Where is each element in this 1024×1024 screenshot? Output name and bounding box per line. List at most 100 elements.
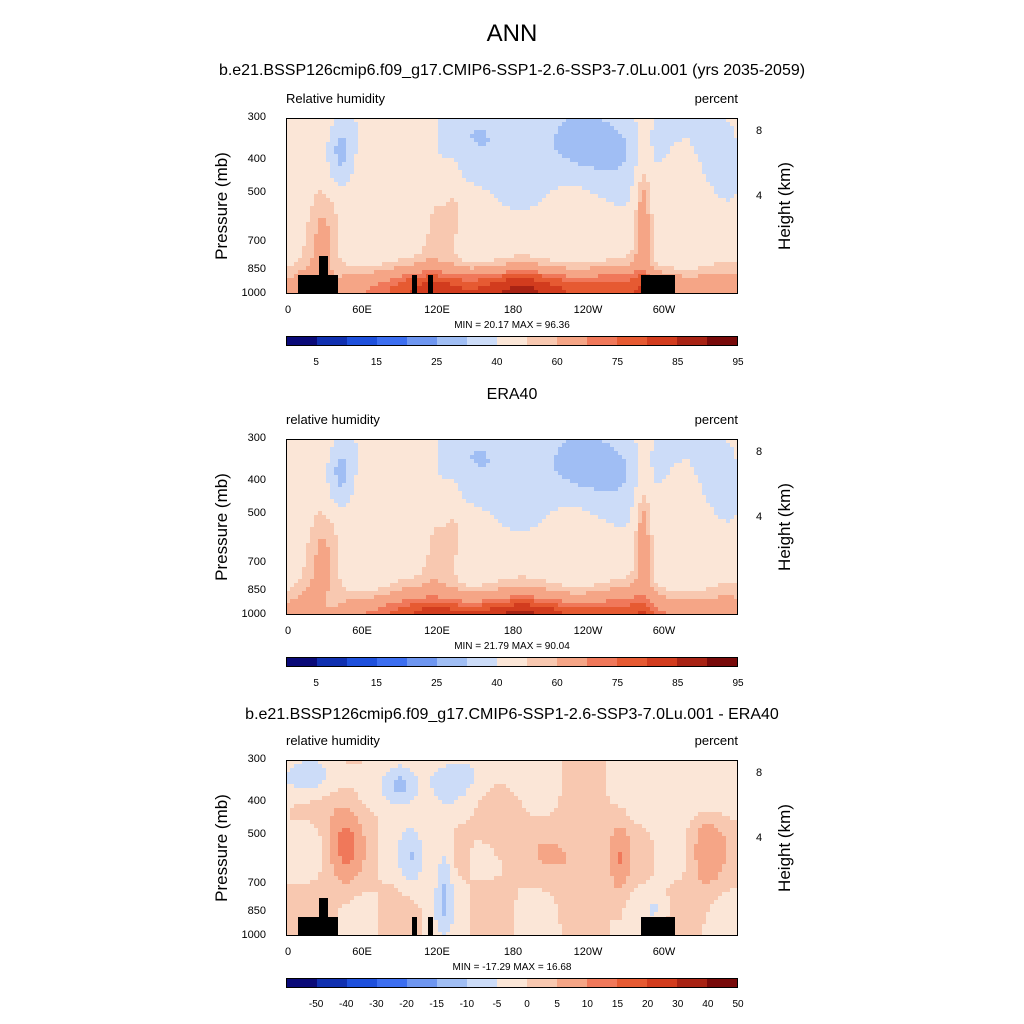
contour-cell	[674, 158, 679, 163]
contour-cell	[542, 242, 547, 247]
contour-cell	[314, 254, 319, 259]
contour-cell	[366, 194, 371, 199]
contour-cell	[722, 246, 727, 251]
contour-cell	[502, 190, 507, 195]
contour-cell	[614, 246, 619, 251]
contour-cell	[730, 186, 735, 191]
contour-cell	[394, 118, 399, 123]
contour-cell	[706, 222, 711, 227]
contour-cell	[670, 210, 675, 215]
contour-cell	[506, 262, 511, 267]
contour-cell	[582, 218, 587, 223]
contour-cell	[534, 230, 539, 235]
contour-cell	[370, 238, 375, 243]
contour-cell	[654, 162, 659, 167]
contour-cell	[534, 174, 539, 179]
contour-cell	[490, 210, 495, 215]
contour-cell	[650, 270, 655, 275]
contour-cell	[634, 218, 639, 223]
contour-cell	[686, 194, 691, 199]
contour-cell	[474, 282, 479, 287]
contour-cell	[422, 230, 427, 235]
contour-cell	[414, 238, 419, 243]
contour-cell	[358, 226, 363, 231]
contour-cell	[466, 206, 471, 211]
contour-cell	[558, 170, 563, 175]
contour-cell	[574, 246, 579, 251]
contour-cell	[566, 274, 571, 279]
contour-cell	[530, 246, 535, 251]
contour-cell	[498, 194, 503, 199]
contour-cell	[718, 206, 723, 211]
contour-cell	[378, 150, 383, 155]
contour-cell	[430, 190, 435, 195]
contour-cell	[546, 258, 551, 263]
contour-cell	[498, 242, 503, 247]
contour-cell	[702, 222, 707, 227]
contour-cell	[638, 150, 643, 155]
contour-cell	[622, 122, 627, 127]
contour-cell	[646, 206, 651, 211]
contour-cell	[578, 274, 583, 279]
contour-cell	[518, 198, 523, 203]
xtick-label: 60E	[352, 304, 372, 316]
contour-cell	[714, 162, 719, 167]
contour-cell	[310, 138, 315, 143]
contour-cell	[534, 154, 539, 159]
contour-cell	[450, 146, 455, 151]
contour-cell	[586, 258, 591, 263]
contour-cell	[386, 206, 391, 211]
contour-cell	[618, 214, 623, 219]
contour-cell	[486, 166, 491, 171]
contour-cell	[490, 250, 495, 255]
contour-cell	[446, 182, 451, 187]
contour-cell	[318, 246, 323, 251]
contour-cell	[730, 142, 735, 147]
contour-cell	[562, 118, 567, 123]
contour-cell	[418, 138, 423, 143]
contour-cell	[678, 278, 683, 283]
contour-cell	[374, 210, 379, 215]
contour-cell	[454, 174, 459, 179]
contour-cell	[446, 166, 451, 171]
contour-cell	[570, 222, 575, 227]
contour-cell	[298, 126, 303, 131]
contour-cell	[426, 234, 431, 239]
contour-cell	[290, 258, 295, 263]
contour-cell	[382, 190, 387, 195]
contour-cell	[322, 138, 327, 143]
contour-cell	[694, 142, 699, 147]
contour-cell	[510, 282, 515, 287]
contour-cell	[690, 154, 695, 159]
contour-cell	[702, 182, 707, 187]
contour-cell	[606, 234, 611, 239]
contour-cell	[314, 178, 319, 183]
contour-cell	[566, 266, 571, 271]
contour-cell	[618, 166, 623, 171]
contour-cell	[390, 190, 395, 195]
contour-cell	[378, 170, 383, 175]
contour-cell	[486, 190, 491, 195]
contour-cell	[562, 166, 567, 171]
contour-cell	[362, 262, 367, 267]
contour-cell	[690, 182, 695, 187]
contour-cell	[638, 158, 643, 163]
contour-cell	[626, 282, 631, 287]
contour-cell	[638, 258, 643, 263]
contour-cell	[714, 186, 719, 191]
contour-cell	[346, 142, 351, 147]
contour-cell	[438, 198, 443, 203]
contour-cell	[502, 118, 507, 123]
contour-cell	[594, 130, 599, 135]
contour-cell	[582, 162, 587, 167]
contour-cell	[686, 162, 691, 167]
contour-cell	[290, 238, 295, 243]
contour-cell	[730, 126, 735, 131]
contour-cell	[422, 238, 427, 243]
contour-cell	[630, 194, 635, 199]
contour-cell	[490, 218, 495, 223]
contour-cell	[694, 138, 699, 143]
contour-cell	[690, 226, 695, 231]
contour-cell	[398, 134, 403, 139]
contour-cell	[498, 150, 503, 155]
